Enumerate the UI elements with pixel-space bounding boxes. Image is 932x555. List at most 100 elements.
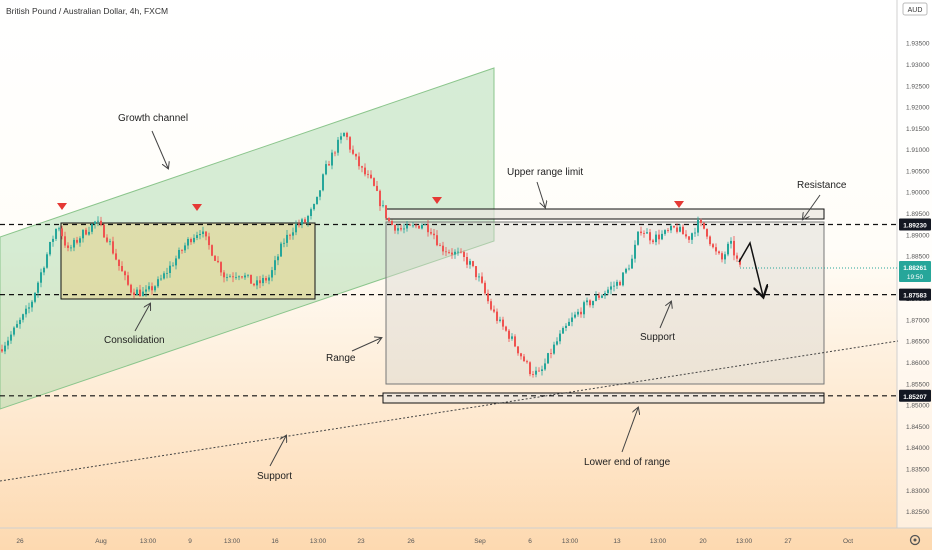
candle-body <box>640 231 642 234</box>
candle-body <box>184 245 186 251</box>
candle-body <box>46 254 48 268</box>
price-badge-box <box>899 389 931 402</box>
candle-body <box>676 227 678 232</box>
candle-body <box>280 243 282 257</box>
candle-body <box>514 336 516 347</box>
candle-body <box>58 228 60 230</box>
candle-body <box>679 226 681 232</box>
candle-body <box>109 241 111 243</box>
candle-body <box>373 178 375 186</box>
consolidation-box[interactable] <box>60 222 316 300</box>
candle-body <box>298 224 300 225</box>
candle-body <box>703 222 705 229</box>
candle-body <box>319 190 321 197</box>
candle-body <box>328 164 330 166</box>
upper-range-limit-bar[interactable] <box>385 208 825 220</box>
candle-body <box>721 253 723 260</box>
gear-icon[interactable] <box>909 534 921 546</box>
candle-body <box>427 224 429 233</box>
candle-body <box>229 276 231 278</box>
candle-body <box>652 240 654 243</box>
candle-body <box>718 251 720 254</box>
candle-body <box>421 225 423 229</box>
candle-body <box>505 326 507 331</box>
candle-body <box>7 340 9 346</box>
candle-body <box>613 285 615 287</box>
y-tick-label: 1.88500 <box>906 254 930 261</box>
candle-body <box>631 258 633 269</box>
candle-body <box>616 281 618 286</box>
candle-body <box>379 190 381 207</box>
candle-body <box>217 260 219 263</box>
candle-body <box>439 245 441 247</box>
candle-body <box>214 255 216 261</box>
candle-body <box>271 270 273 278</box>
candle-body <box>649 232 651 241</box>
candle-body <box>661 233 663 240</box>
candle-body <box>370 174 372 179</box>
candle-body <box>385 205 387 218</box>
candle-body <box>190 239 192 243</box>
projection-path <box>738 241 763 296</box>
candle-body <box>475 266 477 278</box>
candle-body <box>592 300 594 306</box>
candle-body <box>457 251 459 253</box>
level-lines <box>0 223 897 397</box>
candle-body <box>682 226 684 235</box>
candle-body <box>442 245 444 252</box>
chart-title: British Pound / Australian Dollar, 4h, F… <box>6 6 168 16</box>
countdown-timer: 19:50 <box>907 274 924 281</box>
candle-body <box>412 225 414 227</box>
y-tick-label: 1.86500 <box>906 339 930 346</box>
x-tick-label: 13:00 <box>562 538 579 545</box>
candle-body <box>622 272 624 286</box>
candle-body <box>37 282 39 293</box>
candle-body <box>547 353 549 364</box>
label-lower-end-of-range: Lower end of range <box>584 457 671 468</box>
candle-body <box>358 156 360 167</box>
candle-body <box>211 245 213 256</box>
x-tick-label: 13:00 <box>736 538 753 545</box>
candle-body <box>352 149 354 154</box>
candle-body <box>349 137 351 150</box>
y-tick-label: 1.83500 <box>906 467 930 474</box>
candle-body <box>577 311 579 315</box>
y-tick-label: 1.91000 <box>906 147 930 154</box>
annotation-pointers <box>134 130 821 467</box>
candle-body <box>667 230 669 231</box>
candle-body <box>400 228 402 230</box>
down-arrow-icon <box>432 197 442 204</box>
candle-body <box>445 251 447 253</box>
candle-body <box>364 167 366 175</box>
candle-body <box>382 205 384 207</box>
candle-body <box>466 257 468 265</box>
candle-body <box>460 251 462 253</box>
support-trendline[interactable] <box>0 340 899 482</box>
range-box[interactable] <box>385 221 825 385</box>
x-tick-label: 9 <box>188 538 192 545</box>
candle-body <box>664 230 666 234</box>
lower-range-bar[interactable] <box>382 392 825 404</box>
candle-body <box>316 196 318 205</box>
candle-body <box>310 209 312 216</box>
candles <box>1 131 741 378</box>
y-tick-label: 1.84000 <box>906 445 930 452</box>
candle-body <box>433 233 435 236</box>
candle-body <box>25 308 27 315</box>
candle-body <box>172 265 174 267</box>
candle-body <box>274 260 276 271</box>
candle-body <box>151 286 153 291</box>
candle-body <box>550 353 552 354</box>
candle-body <box>685 234 687 237</box>
candle-body <box>709 236 711 245</box>
candle-body <box>40 272 42 283</box>
candle-body <box>625 268 627 273</box>
candle-body <box>559 333 561 342</box>
price-badges: 1.89230 1.87583 1.85207 1.88261 19:50 <box>899 218 931 402</box>
candle-body <box>619 281 621 286</box>
candle-body <box>73 239 75 248</box>
candle-body <box>208 236 210 246</box>
currency-badge-box[interactable] <box>902 2 928 16</box>
x-tick-label: 13 <box>613 538 621 545</box>
